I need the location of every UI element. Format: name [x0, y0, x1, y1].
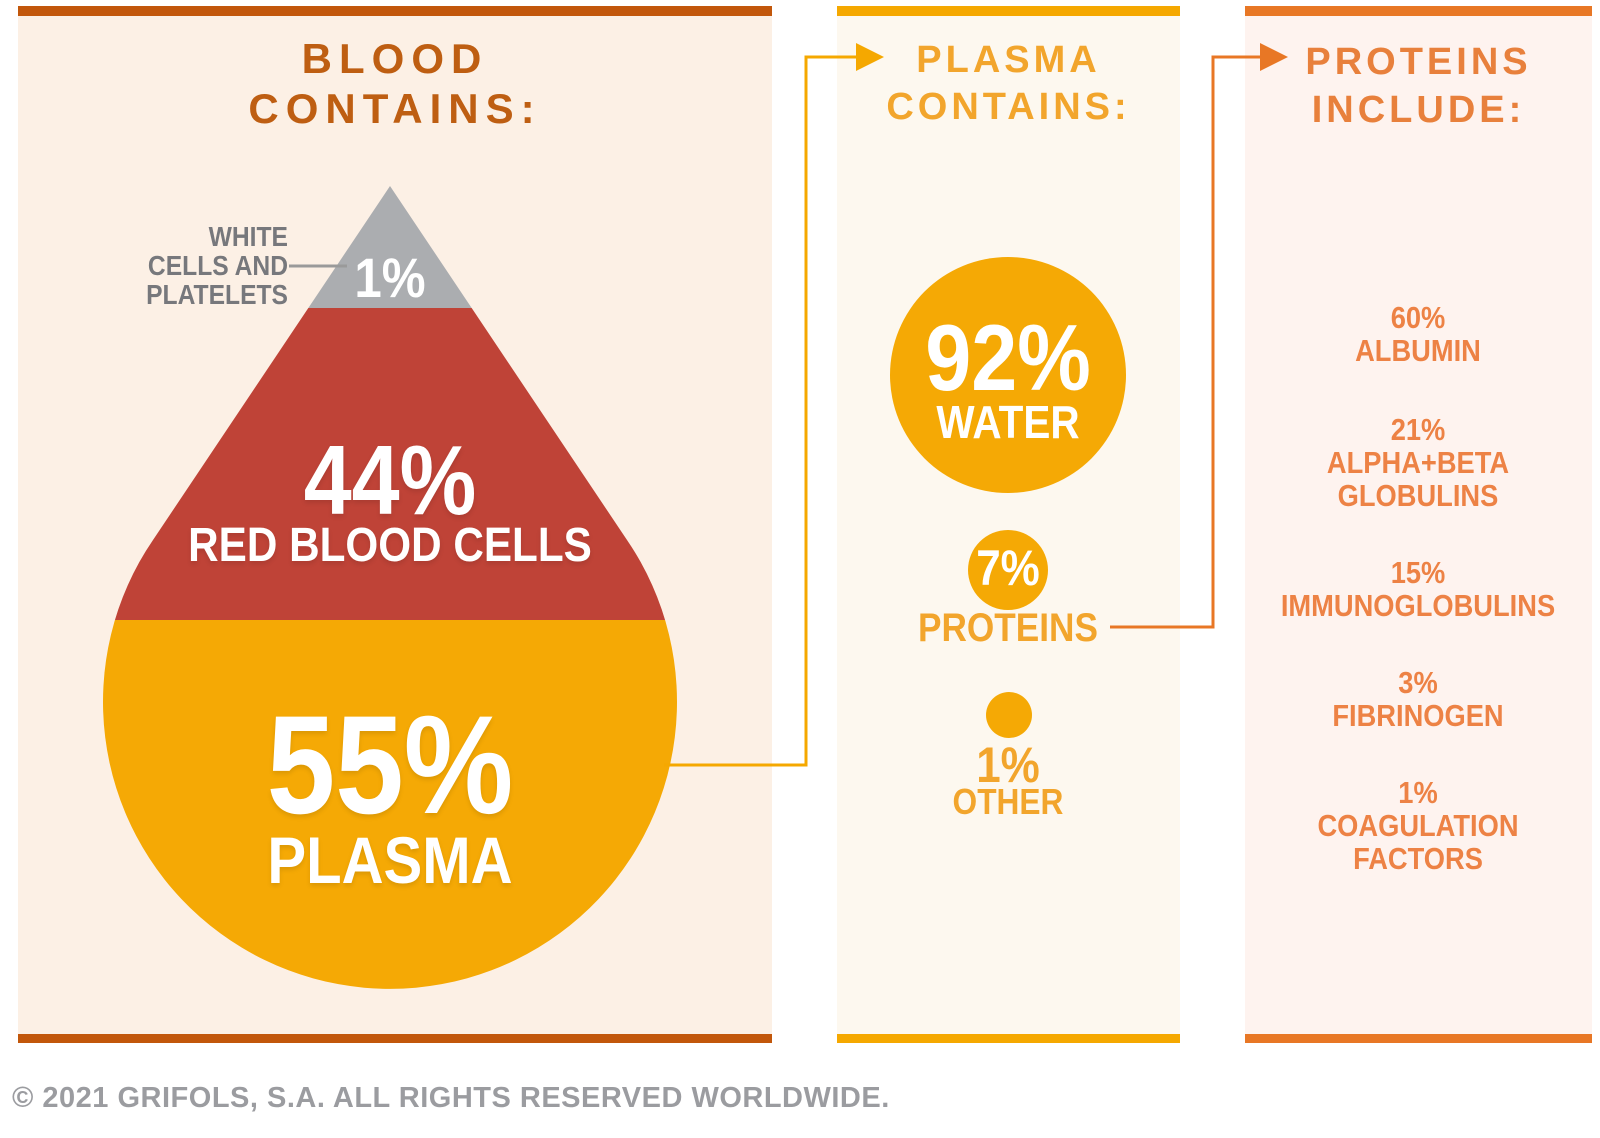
proteins-pct: 7%	[976, 540, 1040, 596]
proteins-title-line2: INCLUDE:	[1311, 89, 1526, 131]
protein-item-name: ALBUMIN	[1355, 333, 1481, 368]
red-cells-label: RED BLOOD CELLS	[188, 519, 592, 572]
proteins-panel-body	[1245, 16, 1592, 1034]
protein-item-pct: 21%	[1390, 412, 1446, 447]
blood-title-line2: CONTAINS:	[248, 85, 542, 132]
water-pct: 92%	[925, 305, 1091, 410]
water-circle	[890, 257, 1126, 493]
plasma-connector-arrow-icon	[856, 43, 884, 71]
other-circle	[986, 692, 1032, 738]
proteins-panel-title: PROTEINS INCLUDE:	[1245, 38, 1592, 134]
protein-item-name: FIBRINOGEN	[1332, 698, 1504, 733]
protein-item-pct: 3%	[1398, 665, 1438, 700]
protein-item-coagulation-factors: 1% COAGULATION FACTORS	[1258, 776, 1578, 875]
protein-item-pct: 1%	[1398, 775, 1438, 810]
copyright-text: © 2021 GRIFOLS, S.A. ALL RIGHTS RESERVED…	[12, 1082, 890, 1114]
blood-panel-bottom-bar	[18, 1034, 772, 1043]
plasma-connector-line	[664, 55, 856, 767]
plasma-panel-bottom-bar	[837, 1034, 1180, 1043]
proteins-title-line1: PROTEINS	[1305, 41, 1532, 83]
protein-item-name: IMMUNOGLOBULINS	[1280, 588, 1556, 623]
protein-item-name: ALPHA+BETA	[1326, 445, 1510, 480]
red-cells-pct: 44%	[303, 425, 477, 535]
other-pct: 1%	[976, 737, 1040, 793]
water-label: WATER	[936, 396, 1080, 448]
white-cells-label-line1: WHITE	[208, 221, 288, 252]
white-cells-label: WHITE CELLS AND PLATELETS	[118, 222, 288, 309]
plasma-panel	[837, 6, 1180, 1043]
blood-title-line1: BLOOD	[301, 35, 489, 82]
proteins-connector-line	[1110, 55, 1260, 629]
protein-item-fibrinogen: 3% FIBRINOGEN	[1258, 666, 1578, 732]
plasma-pct: 55%	[266, 686, 514, 843]
proteins-panel-bottom-bar	[1245, 1034, 1592, 1043]
proteins-panel-top-bar	[1245, 6, 1592, 16]
blood-panel-top-bar	[18, 6, 772, 16]
proteins-circle	[968, 530, 1048, 610]
blood-panel-title: BLOOD CONTAINS:	[18, 34, 772, 134]
white-cells-pct: 1%	[354, 246, 426, 309]
other-label: OTHER	[952, 781, 1064, 822]
plasma-label: PLASMA	[267, 823, 513, 897]
proteins-connector-arrow-icon	[1260, 43, 1288, 71]
proteins-label: PROTEINS	[918, 606, 1098, 650]
plasma-panel-title: PLASMA CONTAINS:	[837, 37, 1180, 131]
proteins-panel	[1245, 6, 1592, 1043]
white-cells-label-line3: PLATELETS	[146, 279, 288, 310]
plasma-title-line2: CONTAINS:	[886, 86, 1131, 128]
protein-item-pct: 15%	[1390, 555, 1446, 590]
plasma-title-line1: PLASMA	[916, 39, 1101, 81]
white-cells-label-line2: CELLS AND	[147, 250, 288, 281]
protein-item-immunoglobulins: 15% IMMUNOGLOBULINS	[1258, 556, 1578, 622]
protein-item-name: GLOBULINS	[1337, 478, 1499, 513]
protein-item-globulins: 21% ALPHA+BETA GLOBULINS	[1258, 413, 1578, 512]
protein-item-pct: 60%	[1390, 300, 1446, 335]
protein-item-name: FACTORS	[1353, 841, 1483, 876]
plasma-panel-body	[837, 16, 1180, 1034]
plasma-panel-top-bar	[837, 6, 1180, 16]
protein-item-name: COAGULATION	[1317, 808, 1519, 843]
protein-item-albumin: 60% ALBUMIN	[1258, 301, 1578, 367]
